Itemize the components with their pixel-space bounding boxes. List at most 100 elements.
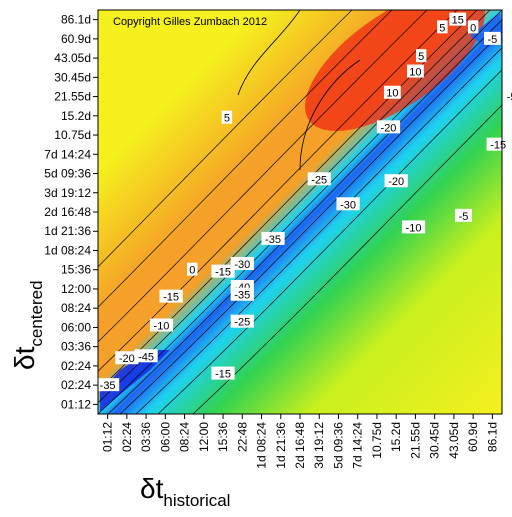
contour-label: 15 [449,12,467,27]
y-tick-label: 03:36 [61,340,91,354]
contour-label: -35 [230,287,254,302]
contour-label-bg [455,208,472,222]
contour-label-text: 10 [386,88,398,100]
contour-label-text: -5 [459,211,469,223]
contour-label: 5 [416,49,427,63]
contour-label: 5 [221,110,233,125]
contour-label-text: -10 [154,321,170,333]
y-tick-label: 2d 16:48 [44,205,91,219]
y-tick-label: 01:12 [61,397,91,411]
contour-label-bg [159,289,183,303]
contour-label-bg [407,64,424,78]
x-tick-label: 06:00 [158,422,172,452]
contour-line [98,10,478,391]
x-tick-label: 08:24 [178,422,192,452]
contour-label-text: 5 [439,22,445,34]
x-tick-label: 02:24 [120,422,134,452]
contour-line [98,10,393,308]
contour-label-text: 5 [418,51,424,63]
contour-label-text: -20 [381,122,397,134]
y-tick-label: 5d 09:36 [44,167,91,181]
y-tick-label: 7d 14:24 [44,147,91,161]
contour-label-bg [503,89,512,103]
contour-line [299,59,361,171]
contour-label: -10 [401,220,426,234]
y-axis-label-subscript: centered [27,280,46,346]
x-axis-ticks: 01:12 02:24 03:36 06:00 08:24 12:00 15:36 22:48… [101,414,499,469]
contour-label: -30 [230,256,254,271]
contour-label-bg [467,20,479,34]
contour-label-bg [384,174,408,188]
contour-label-text: -20 [388,176,404,188]
y-axis-label: δtcentered [9,280,46,370]
contour-label: 5 [437,20,448,34]
y-tick-label: 3d 19:12 [44,186,91,200]
contour-label: -30 [336,197,360,211]
contour-line [237,10,301,96]
contour-label-bg [401,220,426,234]
contour-line [98,10,428,343]
contour-label-text: -35 [234,290,250,302]
contour-label-bg [437,20,448,34]
contour-label: 10 [383,85,401,100]
contour-label: -5 [455,208,472,223]
contour-label-bg [483,31,501,45]
contour-label: -45 [134,349,158,363]
contour-line [135,47,502,414]
contour-label-text: -15 [490,140,506,152]
contour-label-text: -15 [215,267,231,279]
x-tick-label: 21.55d [408,422,422,459]
contour-label-text: 10 [409,67,421,79]
y-tick-label: 15.2d [61,109,91,123]
y-axis-ticks: 01:12 02:24 02:24 03:36 06:00 08:24 12:00 15:36… [44,13,98,411]
contour-labels: 5 15 0 -5 5 5 10 10 -20 -25 -30 -20 -10 -5 -15 -5 -35 -30… [96,12,512,392]
x-tick-label: 3d 19:12 [312,422,326,469]
contour-label: -15 [486,137,510,152]
y-tick-label: 86.1d [61,13,91,27]
contour-label-bg [149,318,174,332]
y-tick-label: 02:24 [61,378,91,392]
contour-label: -20 [384,174,408,188]
contour-label: -25 [307,172,331,186]
contour-label: 10 [407,64,424,79]
contour-label: 0 [467,20,479,34]
contour-label-text: 0 [470,22,476,34]
contour-label-text: 15 [452,15,464,27]
contour-line [119,31,502,414]
contour-lines [98,10,502,414]
contour-line [192,104,502,414]
contour-label-bg [449,12,467,26]
contour-label-bg [230,256,254,270]
contour-label-text: -35 [265,234,281,246]
contour-label-bg [230,287,254,301]
contour-label-text: -35 [100,380,116,392]
contour-label-bg [376,120,401,134]
x-tick-label: 7d 14:24 [351,422,365,469]
y-tick-label: 08:24 [61,301,91,315]
contour-label-bg [115,351,139,365]
contour-label-text: -10 [406,222,422,234]
x-tick-label: 2d 16:48 [293,422,307,469]
x-tick-label: 60.9d [466,422,480,452]
y-tick-label: 60.9d [61,32,91,46]
contour-label: -15 [159,289,183,304]
y-tick-label: 12:00 [61,282,91,296]
x-tick-label: 12:00 [197,422,211,452]
contour-label-bg [211,366,235,380]
contour-label: -10 [149,318,174,333]
y-tick-label: 21.55d [54,90,91,104]
contour-line [157,69,502,414]
y-tick-label: 43.05d [54,51,91,65]
y-tick-label: 15:36 [61,263,91,277]
contour-label-text: -15 [163,292,179,304]
x-tick-label: 22:48 [235,422,249,452]
y-tick-label: 06:00 [61,320,91,334]
contour-label: 0 [187,262,198,277]
x-tick-label: 86.1d [485,422,499,452]
contour-line [107,19,502,414]
contour-label: -20 [115,351,139,365]
contour-label: -35 [96,378,120,392]
contour-label-text: -25 [234,317,250,329]
contour-label-text: -20 [119,353,135,365]
